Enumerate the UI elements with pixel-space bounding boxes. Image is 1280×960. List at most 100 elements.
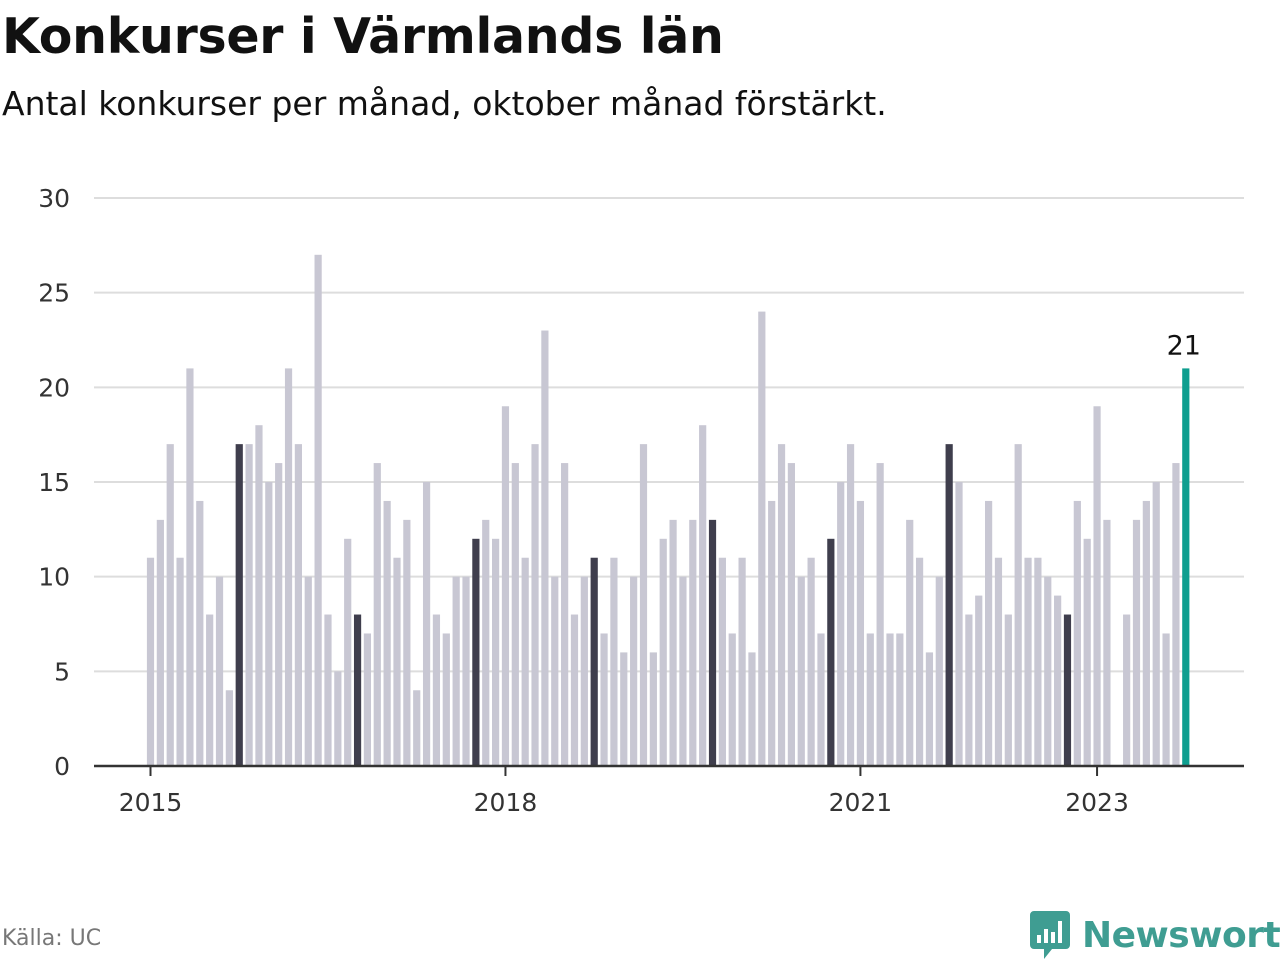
brand-logo: Newsworthy — [1030, 910, 1280, 960]
bar-2021-03 — [876, 463, 884, 766]
bar-2017-06 — [432, 614, 441, 766]
source-note: Källa: UC — [2, 926, 102, 951]
bar-2016-08 — [334, 671, 342, 766]
bar-2017-07 — [442, 633, 450, 766]
bar-2021-04 — [886, 633, 894, 766]
bar-2018-09 — [580, 576, 588, 766]
bar-2022-05 — [1014, 444, 1022, 766]
bar-2020-04 — [768, 500, 776, 766]
newsworthy-chart-bubble-icon — [1030, 911, 1070, 959]
bar-2019-07 — [679, 576, 687, 766]
bar-2015-05 — [186, 368, 194, 766]
bar-2015-12 — [255, 425, 263, 766]
bar-2021-07 — [915, 557, 924, 766]
bar-2015-01 — [146, 557, 155, 766]
bar-2015-02 — [156, 519, 164, 766]
bar-2021-10 — [945, 444, 953, 766]
y-tick-label: 10 — [38, 563, 70, 592]
bar-2023-09 — [1172, 463, 1180, 766]
bar-2023-05 — [1132, 519, 1141, 766]
bar-2021-06 — [906, 519, 914, 766]
value-labels: 21 — [1167, 330, 1201, 361]
bar-2019-05 — [659, 538, 667, 766]
bar-2018-11 — [600, 633, 608, 766]
bar-2018-02 — [511, 463, 519, 766]
bar-2020-06 — [787, 463, 795, 766]
bar-2023-07 — [1152, 482, 1160, 766]
x-tick-label-2023: 2023 — [1065, 788, 1129, 817]
x-tick-label-2021: 2021 — [829, 788, 893, 817]
bar-2020-07 — [797, 576, 805, 766]
bar-2016-02 — [275, 463, 283, 766]
bar-2020-02 — [748, 652, 756, 766]
bar-2019-01 — [620, 652, 628, 766]
bar-2015-03 — [166, 444, 174, 766]
bar-2022-09 — [1054, 595, 1062, 766]
bar-2017-08 — [452, 576, 460, 766]
bar-2022-04 — [1004, 614, 1012, 766]
bar-2023-06 — [1142, 500, 1150, 766]
bar-2020-08 — [807, 557, 815, 766]
bar-2021-01 — [856, 500, 865, 766]
bar-2021-05 — [896, 633, 904, 766]
y-tick-label: 0 — [54, 752, 70, 781]
bar-2021-08 — [925, 652, 934, 766]
bar-2019-08 — [689, 519, 697, 766]
bar-chart: 0 5 10 15 20 25 30 2015 2018 2021 2023 21 — [38, 184, 1244, 817]
bar-2019-12 — [728, 633, 736, 766]
bar-2016-10 — [353, 614, 362, 766]
y-tick-label: 25 — [38, 279, 70, 308]
chart-subtitle: Antal konkurser per månad, oktober månad… — [2, 84, 887, 123]
bar-2022-10 — [1063, 614, 1072, 766]
bar-2017-12 — [492, 538, 500, 766]
bar-2021-09 — [935, 576, 943, 766]
x-axis: 2015 2018 2021 2023 — [119, 766, 1129, 817]
bar-2020-10 — [827, 538, 835, 766]
bar-2019-06 — [669, 519, 677, 766]
bar-2019-10 — [708, 519, 717, 766]
x-tick-label-2015: 2015 — [119, 788, 183, 817]
bar-2017-05 — [422, 482, 431, 766]
bar-2021-02 — [866, 633, 874, 766]
bar-2022-12 — [1083, 538, 1091, 766]
y-tick-label: 20 — [38, 373, 70, 402]
bar-2022-07 — [1034, 557, 1042, 766]
bar-2018-04 — [531, 444, 539, 766]
bar-2016-11 — [363, 633, 372, 766]
bar-2015-06 — [196, 500, 204, 766]
brand-name: Newsworthy — [1082, 914, 1280, 956]
chart-title: Konkurser i Värmlands län — [2, 8, 724, 65]
bar-2015-09 — [225, 690, 233, 766]
bar-2016-04 — [294, 444, 302, 766]
bar-2016-01 — [265, 482, 273, 766]
bar-2016-12 — [373, 463, 381, 766]
bar-2017-10 — [472, 538, 480, 766]
bar-2019-02 — [630, 576, 638, 766]
bar-2022-01 — [975, 595, 983, 766]
x-tick-label-2018: 2018 — [474, 788, 538, 817]
y-tick-label: 5 — [54, 657, 70, 686]
bar-2015-10 — [235, 444, 243, 766]
bar-2017-02 — [393, 557, 401, 766]
bar-2018-08 — [570, 614, 579, 766]
bar-2020-03 — [758, 311, 766, 766]
bars — [146, 254, 1190, 767]
bar-2019-03 — [639, 444, 648, 766]
bar-2020-09 — [817, 633, 825, 766]
bar-2022-03 — [994, 557, 1003, 766]
bar-2019-11 — [718, 557, 726, 766]
bar-2022-02 — [985, 500, 993, 766]
y-axis: 0 5 10 15 20 25 30 — [38, 184, 70, 781]
bar-2018-10 — [590, 557, 598, 766]
bar-2020-01 — [738, 557, 746, 766]
bar-2021-12 — [965, 614, 973, 766]
bar-2023-08 — [1162, 633, 1170, 766]
bar-2018-05 — [541, 330, 549, 766]
bar-2016-03 — [284, 368, 293, 766]
bar-2016-07 — [324, 614, 332, 766]
bar-2023-10 — [1182, 368, 1190, 766]
bar-2017-09 — [462, 576, 470, 766]
bar-2023-02 — [1103, 519, 1111, 766]
bar-2016-09 — [344, 538, 352, 766]
bar-2018-06 — [551, 576, 559, 766]
